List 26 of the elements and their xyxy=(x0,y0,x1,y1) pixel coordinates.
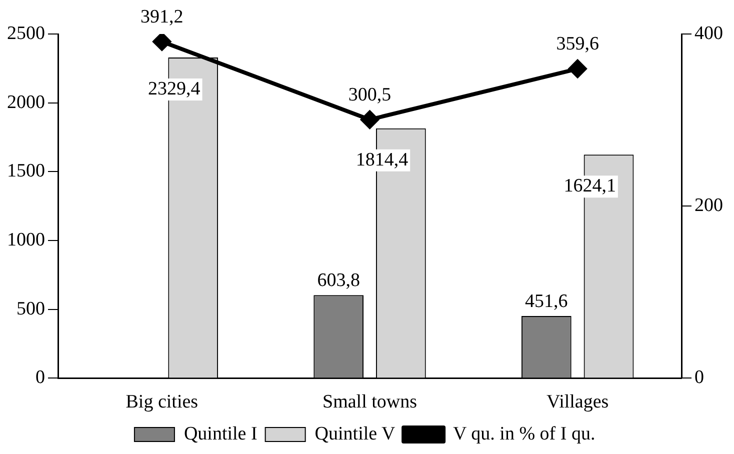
y-tick-label: 500 xyxy=(16,298,45,320)
data-label: 359,6 xyxy=(556,34,599,55)
legend-label: Quintile V xyxy=(314,423,396,444)
y2-tick-label: 200 xyxy=(694,195,723,216)
y2-tick-label: 0 xyxy=(694,367,704,388)
x-tick-label: Big cities xyxy=(126,392,198,413)
x-tick-label: Villages xyxy=(546,392,609,413)
data-label: 1624,1 xyxy=(564,176,616,197)
legend-label: V qu. in % of I qu. xyxy=(453,423,596,444)
data-label: 1814,4 xyxy=(356,149,409,170)
y-tick-label: 1500 xyxy=(7,160,45,182)
y-tick-label: 1000 xyxy=(7,230,45,251)
x-tick-label: Small towns xyxy=(322,392,417,413)
y-tick-label: 0 xyxy=(36,367,45,388)
point xyxy=(152,34,171,51)
y-tick-label: 2000 xyxy=(7,92,45,113)
y-tick-label: 2500 xyxy=(7,22,45,44)
legend-label: Quintile I xyxy=(184,423,258,444)
data-label: 391,2 xyxy=(140,6,184,28)
point xyxy=(360,110,379,129)
data-label: 2329,4 xyxy=(148,78,201,100)
data-label: 300,5 xyxy=(348,84,392,106)
data-label: 451,6 xyxy=(525,291,568,312)
point xyxy=(568,60,587,78)
data-label: 603,8 xyxy=(317,270,360,292)
y2-tick-label: 400 xyxy=(694,22,723,44)
